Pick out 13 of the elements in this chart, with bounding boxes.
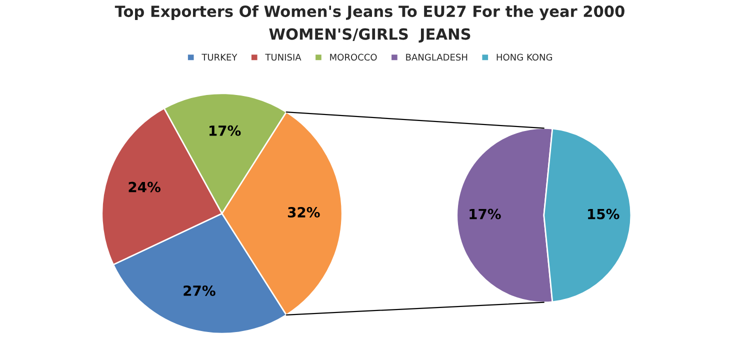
chart-subtitle: WOMEN'S/GIRLS JEANS xyxy=(269,28,470,43)
data-label: 17% xyxy=(210,125,241,136)
chart-title: Top Exporters Of Women's Jeans To EU27 For the year 2000 xyxy=(114,5,624,20)
data-label: 32% xyxy=(288,207,320,218)
data-label: 17% xyxy=(470,208,501,220)
data-label: 27% xyxy=(184,285,216,296)
legend-label: TURKEY xyxy=(202,54,238,61)
data-label: 24% xyxy=(128,182,161,192)
legend-label: TUNISIA xyxy=(265,54,302,61)
legend-label: MOROCCO xyxy=(330,54,377,61)
legend-label: HONG KONG xyxy=(496,54,552,61)
data-label: 15% xyxy=(588,208,620,220)
legend-label: BANGLADESH xyxy=(406,54,468,61)
